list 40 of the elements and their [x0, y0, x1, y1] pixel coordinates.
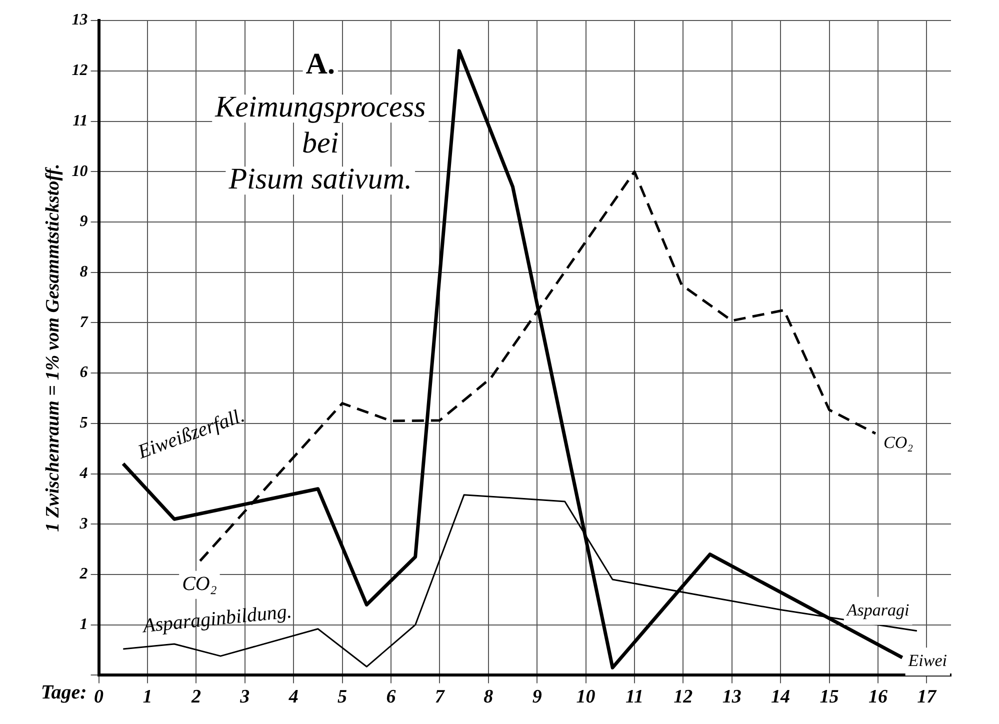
x-axis-title: Tage: [40, 681, 87, 704]
x-tick-label: 4 [288, 686, 298, 708]
text: Keimungsprocess bei Pisum sativum. [214, 90, 426, 196]
x-tick-label: 9 [532, 686, 542, 708]
series-label: CO₂ [182, 573, 217, 596]
x-tick-label: 17 [917, 686, 938, 708]
x-tick-label: 1 [142, 686, 152, 708]
y-tick-label: 8 [80, 264, 88, 281]
x-tick-label: 7 [434, 686, 446, 708]
y-tick-label: 1 [80, 616, 88, 633]
x-tick-label: 12 [674, 686, 694, 708]
x-tick-label: 15 [820, 686, 840, 708]
x-tick-label: 10 [576, 686, 596, 708]
y-tick-label: 13 [72, 12, 88, 29]
y-tick-label: 3 [78, 515, 88, 532]
annotation: CO₂ [884, 432, 914, 452]
x-tick-label: 13 [722, 686, 742, 708]
y-tick-label: 11 [72, 112, 88, 130]
x-tick-label: 2 [190, 686, 202, 708]
x-tick-label: 11 [625, 686, 644, 708]
x-tick-label: 16 [868, 686, 888, 708]
y-tick-label: 6 [80, 364, 88, 382]
annotation: Eiwei [907, 651, 948, 670]
y-tick-label: 9 [80, 213, 88, 230]
x-tick-label: 5 [338, 686, 348, 708]
y-axis-title: 1 Zwischenraum = 1% vom Gesammtstickstoff. [42, 164, 64, 532]
x-tick-label: 14 [771, 686, 790, 708]
annotation: Asparagi [846, 600, 910, 620]
y-tick-label: 7 [80, 314, 89, 331]
y-tick-label: 12 [72, 62, 88, 80]
text: Asparaginbildung. [140, 600, 293, 638]
y-tick-label: 5 [80, 414, 88, 432]
x-tick-label: 3 [239, 686, 250, 708]
y-tick-label: 10 [72, 162, 88, 180]
x-tick-label: 8 [484, 686, 494, 708]
text: A. [306, 47, 335, 80]
y-tick-label: 4 [78, 464, 88, 482]
x-tick-label: 6 [386, 686, 396, 708]
x-tick-label: 0 [94, 686, 104, 708]
y-tick-label: 2 [78, 566, 88, 583]
